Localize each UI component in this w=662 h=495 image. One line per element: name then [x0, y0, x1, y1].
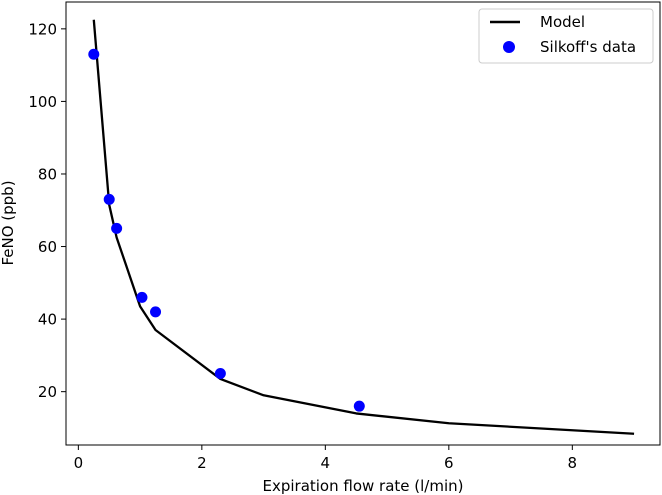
y-tick-label: 60 — [38, 238, 57, 256]
y-tick-label: 100 — [28, 93, 57, 111]
x-tick-label: 0 — [74, 454, 84, 472]
legend-model-label: Model — [540, 13, 585, 31]
legend-silkoff-marker — [503, 41, 515, 53]
data-point — [103, 193, 115, 205]
x-ticks: 0 2 4 6 8 — [74, 445, 578, 472]
model-line — [92, 19, 635, 435]
data-point — [88, 48, 100, 60]
data-point — [111, 222, 123, 234]
marks — [88, 19, 635, 435]
y-tick-label: 40 — [38, 311, 57, 329]
y-tick-label: 120 — [28, 20, 57, 38]
y-tick-label: 80 — [38, 165, 57, 183]
legend-box — [478, 8, 654, 64]
y-axis-label: FeNO (ppb) — [0, 180, 17, 265]
data-point — [214, 368, 226, 380]
x-axis-label: Expiration flow rate (l/min) — [262, 477, 463, 495]
data-point — [136, 291, 148, 303]
y-ticks: 20 40 60 80 100 120 — [28, 20, 66, 401]
legend: Model Silkoff's data — [478, 8, 654, 64]
x-tick-label: 6 — [444, 454, 454, 472]
y-tick-label: 20 — [38, 383, 57, 401]
x-tick-label: 4 — [321, 454, 331, 472]
plot-frame — [65, 1, 661, 446]
legend-silkoff-label: Silkoff's data — [540, 38, 636, 56]
data-point — [150, 306, 162, 318]
x-tick-label: 8 — [568, 454, 578, 472]
data-point — [353, 400, 365, 412]
x-tick-label: 2 — [197, 454, 207, 472]
